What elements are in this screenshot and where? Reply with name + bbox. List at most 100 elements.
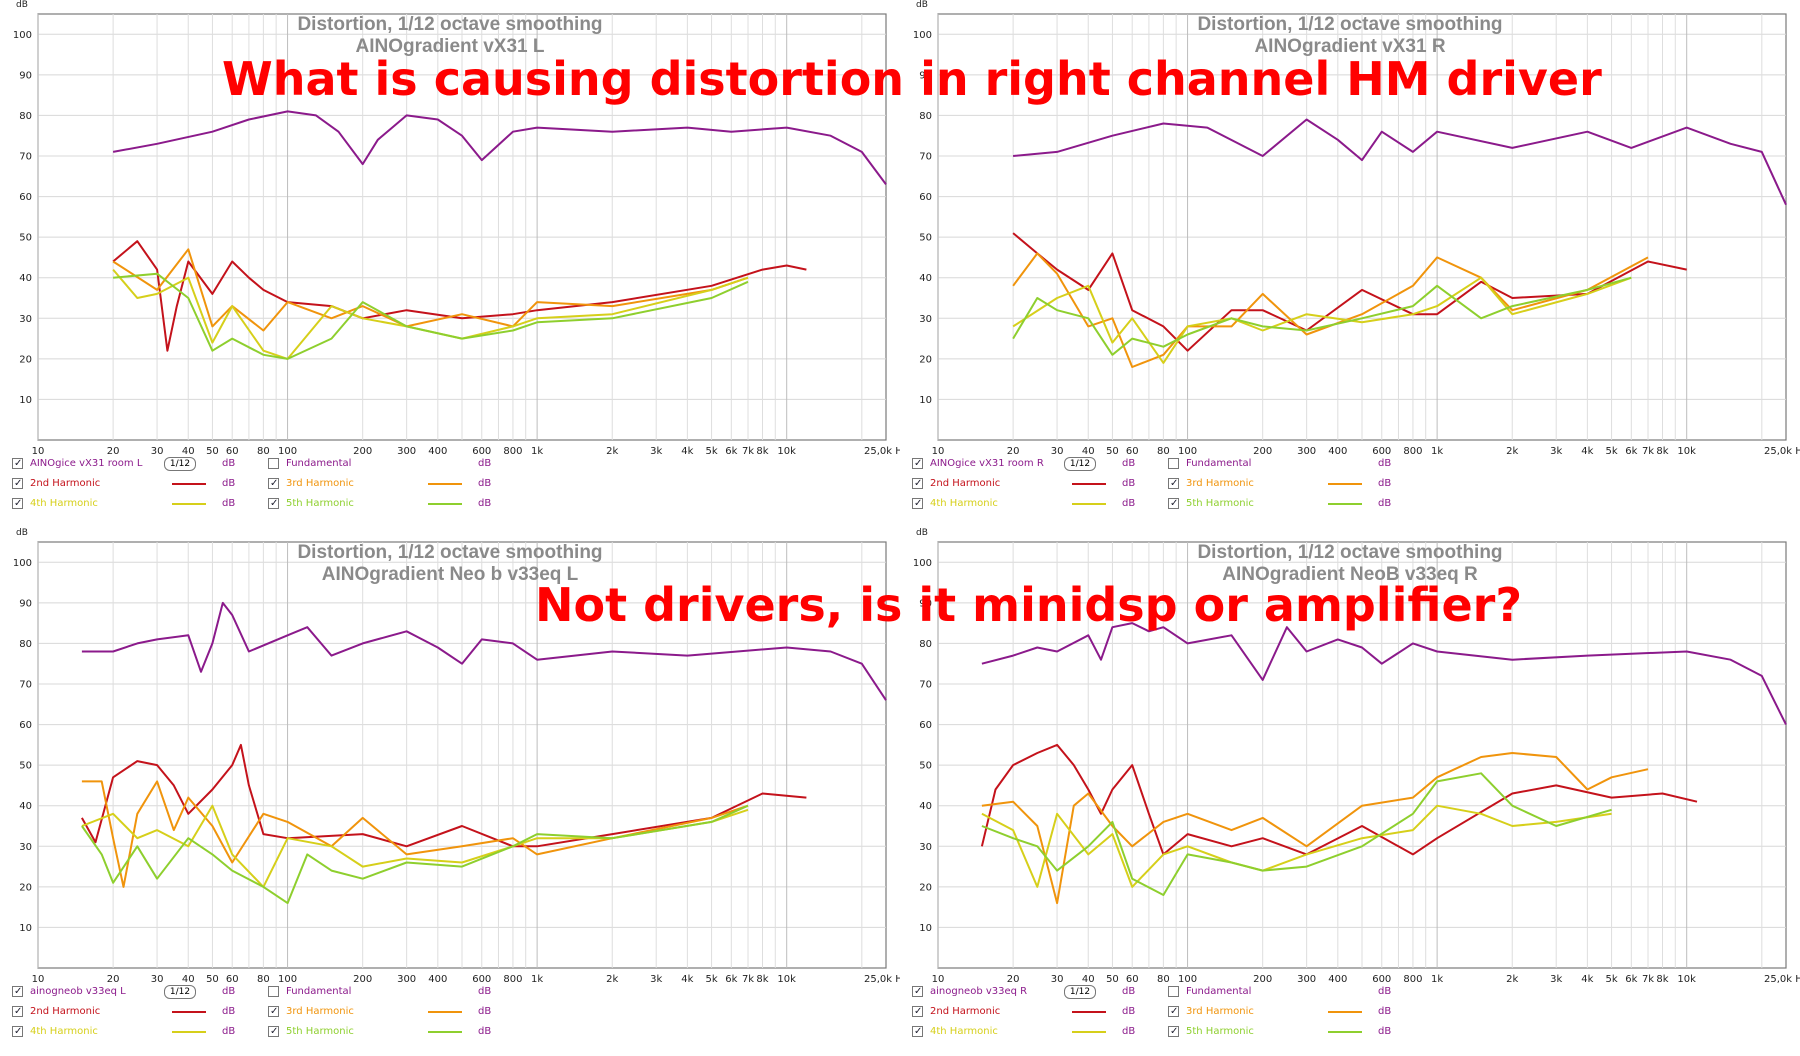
legend-label: 4th Harmonic — [30, 498, 98, 509]
legend-item[interactable]: 3rd Harmonic dB — [268, 476, 518, 492]
legend-checkbox[interactable] — [12, 984, 23, 1000]
chart-panel-top-right: 10 20 30 40 50 60 70 80 90 100 10 20 30 40 50 60 80 100 20… — [900, 0, 1800, 528]
smoothing-badge[interactable]: 1/12 — [164, 985, 196, 999]
x-tick-label: 40 — [182, 446, 195, 457]
legend-item[interactable]: 4th Harmonic dB — [912, 496, 1162, 512]
chart-panel-bottom-left: 10 20 30 40 50 60 70 80 90 100 10 20 30 40 50 60 80 100 20… — [0, 528, 900, 1056]
x-tick-label: 400 — [428, 446, 447, 457]
legend-item[interactable]: AINOgice vX31 room L 1/12 dB — [12, 456, 262, 472]
legend-unit: dB — [478, 478, 492, 489]
y-tick-label: 30 — [919, 314, 932, 325]
y-tick-label: 100 — [913, 30, 932, 41]
legend-checkbox[interactable] — [268, 458, 279, 469]
overlay-headline-1: What is causing distortion in right chan… — [222, 52, 1602, 106]
legend-checkbox[interactable] — [912, 476, 923, 492]
legend-unit: dB — [222, 458, 236, 469]
legend-checkbox[interactable] — [12, 476, 23, 492]
legend-unit: dB — [478, 1026, 492, 1037]
smoothing-badge[interactable]: 1/12 — [164, 457, 196, 471]
legend-checkbox[interactable] — [12, 1024, 23, 1040]
legend-checkbox[interactable] — [268, 476, 279, 492]
legend-item[interactable]: 5th Harmonic dB — [1168, 496, 1418, 512]
legend-checkbox[interactable] — [1168, 1024, 1179, 1040]
legend-checkbox[interactable] — [12, 456, 23, 472]
legend-label: 2nd Harmonic — [930, 1006, 1001, 1017]
distortion-chart: 10 20 30 40 50 60 70 80 90 100 10 20 30 40 50 60 80 100 20… — [913, 0, 1800, 457]
x-tick-label: 6k — [1625, 974, 1637, 985]
x-tick-label: 7k — [1642, 446, 1654, 457]
legend-checkbox[interactable] — [268, 986, 279, 997]
x-tick-label: 60 — [1126, 446, 1139, 457]
legend-item[interactable]: Fundamental dB — [268, 984, 518, 1000]
legend-checkbox[interactable] — [912, 1004, 923, 1020]
legend-checkbox[interactable] — [912, 1024, 923, 1040]
y-tick-label: 20 — [19, 882, 32, 893]
legend-checkbox[interactable] — [268, 496, 279, 512]
x-tick-label: 10 — [32, 974, 45, 985]
legend-item[interactable]: ainogneob v33eq R 1/12 dB — [912, 984, 1162, 1000]
legend-item[interactable]: 2nd Harmonic dB — [12, 476, 262, 492]
legend-item[interactable]: AINOgice vX31 room R 1/12 dB — [912, 456, 1162, 472]
distortion-chart: 10 20 30 40 50 60 70 80 90 100 10 20 30 40 50 60 80 100 20… — [13, 528, 900, 985]
chart-subtitle: AINOgradient Neo b v33eq L — [322, 564, 579, 585]
legend-checkbox[interactable] — [912, 496, 923, 512]
x-tick-label: 100 — [1178, 446, 1197, 457]
legend-checkbox[interactable] — [1168, 496, 1179, 512]
legend-checkbox[interactable] — [912, 456, 923, 472]
legend-item[interactable]: ainogneob v33eq L 1/12 dB — [12, 984, 262, 1000]
chart-title: Distortion, 1/12 octave smoothing — [297, 542, 602, 563]
legend-item[interactable]: 2nd Harmonic dB — [912, 476, 1162, 492]
y-tick-label: 10 — [19, 923, 32, 934]
legend-checkbox[interactable] — [268, 1004, 279, 1020]
legend-label: AINOgice vX31 room L — [30, 458, 143, 469]
y-tick-label: 70 — [19, 152, 32, 163]
y-tick-label: 30 — [19, 314, 32, 325]
x-tick-label: 400 — [1328, 974, 1347, 985]
x-tick-label: 5k — [1605, 974, 1617, 985]
legend-item[interactable]: Fundamental dB — [268, 456, 518, 472]
smoothing-badge[interactable]: 1/12 — [1064, 457, 1096, 471]
legend-item[interactable]: Fundamental dB — [1168, 984, 1418, 1000]
y-tick-label: 10 — [19, 395, 32, 406]
legend-item[interactable]: 2nd Harmonic dB — [912, 1004, 1162, 1020]
legend-item[interactable]: 5th Harmonic dB — [268, 1024, 518, 1040]
chart-title: Distortion, 1/12 octave smoothing — [1197, 14, 1502, 35]
legend-item[interactable]: 4th Harmonic dB — [12, 496, 262, 512]
legend-item[interactable]: 2nd Harmonic dB — [12, 1004, 262, 1020]
legend-checkbox[interactable] — [12, 496, 23, 512]
legend-label: 5th Harmonic — [286, 1026, 354, 1037]
y-tick-label: 90 — [919, 598, 932, 609]
series-line-h4 — [112, 268, 749, 360]
legend-checkbox[interactable] — [1168, 1004, 1179, 1020]
chart-title: Distortion, 1/12 octave smoothing — [297, 14, 602, 35]
legend-checkbox[interactable] — [1168, 476, 1179, 492]
x-tick-label: 60 — [226, 446, 239, 457]
legend-item[interactable]: Fundamental dB — [1168, 456, 1418, 472]
series-line-h2 — [112, 240, 807, 352]
legend-checkbox[interactable] — [12, 1004, 23, 1020]
legend-checkbox[interactable] — [1168, 986, 1179, 997]
series-line-h4 — [81, 804, 749, 888]
x-tick-label: 50 — [1106, 446, 1119, 457]
x-tick-label: 7k — [742, 446, 754, 457]
legend-item[interactable]: 3rd Harmonic dB — [1168, 476, 1418, 492]
legend-item[interactable]: 4th Harmonic dB — [912, 1024, 1162, 1040]
x-tick-label: 4k — [681, 974, 693, 985]
legend-swatch — [1072, 483, 1106, 485]
x-tick-label: 50 — [1106, 974, 1119, 985]
legend-item[interactable]: 3rd Harmonic dB — [268, 1004, 518, 1020]
legend-item[interactable]: 5th Harmonic dB — [1168, 1024, 1418, 1040]
legend-item[interactable]: 3rd Harmonic dB — [1168, 1004, 1418, 1020]
legend-item[interactable]: 5th Harmonic dB — [268, 496, 518, 512]
legend-checkbox[interactable] — [912, 984, 923, 1000]
legend-unit: dB — [1378, 1006, 1392, 1017]
legend-checkbox[interactable] — [1168, 458, 1179, 469]
legend-checkbox[interactable] — [268, 1024, 279, 1040]
x-tick-label: 3k — [650, 974, 662, 985]
smoothing-badge[interactable]: 1/12 — [1064, 985, 1096, 999]
y-unit-label: dB — [916, 528, 928, 538]
x-tick-label: 25,0k Hz — [1764, 446, 1800, 457]
y-tick-label: 60 — [19, 192, 32, 203]
legend-item[interactable]: 4th Harmonic dB — [12, 1024, 262, 1040]
